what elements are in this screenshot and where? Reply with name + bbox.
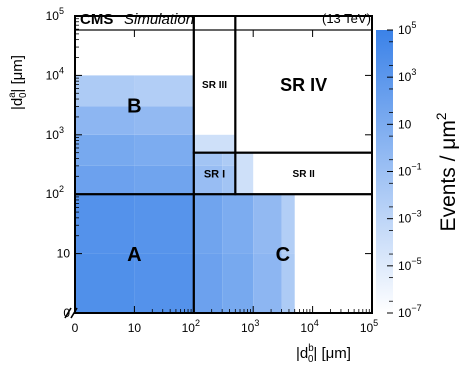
heatmap-cell-2 (75, 194, 135, 254)
heatmap-cell-0 (75, 253, 135, 313)
heatmap-cell-1 (134, 253, 194, 313)
region-sr-iv-border (234, 15, 373, 154)
z-tick-label: 10 (398, 117, 412, 131)
heatmap-cells (75, 75, 295, 313)
axis-ticks (64, 15, 373, 319)
heatmap-cell-15 (281, 253, 295, 313)
y-tick-label: 10 (57, 247, 71, 261)
x-axis-title-text: |db 0| [μm] (296, 343, 351, 365)
x-tick-label: 10 (128, 321, 142, 335)
heatmap-cell-6 (75, 134, 135, 166)
z-axis-title: Events / μm2 (434, 113, 460, 232)
color-scale-ticks: 105 103 10 10−1 10−3 10−5 10−7 (387, 20, 422, 320)
axis-break-mark (64, 307, 72, 319)
heatmap-cell-23 (222, 152, 236, 166)
y-axis-title-text: |da0| [μm] (7, 55, 29, 110)
z-tick-label: 10−7 (398, 303, 422, 320)
heatmap-cell-3 (134, 194, 194, 254)
energy-label: (13 TeV) (322, 11, 371, 26)
color-scale-bar (376, 30, 393, 313)
region-labels: A B C SR I SR II SR III SR IV (127, 75, 327, 266)
x-tick-label: 104 (300, 318, 318, 335)
heatmap-cell-22 (193, 152, 223, 166)
heatmap-cell-11 (134, 75, 194, 107)
heatmap-cell-13 (222, 253, 254, 313)
z-tick-label: 10−3 (398, 209, 422, 226)
x-tick-label: 103 (241, 318, 259, 335)
region-label-a: A (127, 244, 141, 266)
heatmap-cell-21 (222, 165, 236, 195)
axis-tick-labels: 0 10 102 103 104 105 0 10 102 103 104 105 (46, 6, 379, 335)
z-tick-label: 103 (398, 67, 416, 84)
y-axis-title: |da0| [μm] (7, 55, 29, 110)
experiment-label: CMS (80, 11, 113, 28)
region-label-b: B (127, 95, 141, 117)
z-tick-label: 10−1 (398, 162, 422, 179)
simulation-label: Simulation (124, 11, 194, 28)
x-tick-label: 105 (360, 318, 378, 335)
y-tick-label: 105 (46, 6, 64, 23)
color-scale: 105 103 10 10−1 10−3 10−5 10−7 (376, 20, 422, 320)
heatmap-cell-10 (75, 75, 135, 107)
heatmap-cell-8 (75, 106, 135, 135)
y-tick-label: 104 (46, 65, 64, 82)
heatmap-cell-5 (134, 165, 194, 195)
z-tick-label: 10−5 (398, 256, 422, 273)
heatmap-cell-19 (281, 194, 295, 254)
y-tick-label: 103 (46, 125, 64, 142)
heatmap-cell-7 (134, 134, 194, 166)
heatmap-cell-18 (253, 194, 282, 254)
heatmap-cell-24 (235, 152, 254, 195)
heatmap-cell-9 (134, 106, 194, 135)
y-tick-label: 102 (46, 184, 64, 201)
x-tick-label: 0 (72, 321, 79, 335)
heatmap-cell-16 (193, 194, 223, 254)
region-label-c: C (276, 244, 290, 266)
z-tick-label: 105 (398, 20, 416, 37)
heatmap-cell-20 (193, 165, 223, 195)
heatmap-cell-25 (193, 134, 236, 153)
z-axis-title-text: Events / μm2 (434, 113, 460, 232)
heatmap-cell-14 (253, 253, 282, 313)
axis-break-mark (70, 307, 78, 319)
y-tick-label: 0 (63, 306, 70, 320)
heatmap-cell-12 (193, 253, 223, 313)
region-label-sr-ii: SR II (293, 169, 315, 180)
region-label-sr-i: SR I (204, 168, 225, 180)
x-axis-title: |db 0| [μm] (296, 343, 351, 365)
region-label-sr-iii: SR III (202, 80, 227, 91)
heatmap-cell-4 (75, 165, 135, 195)
region-label-sr-iv: SR IV (280, 75, 327, 95)
x-tick-label: 102 (182, 318, 200, 335)
heatmap-cell-17 (222, 194, 254, 254)
